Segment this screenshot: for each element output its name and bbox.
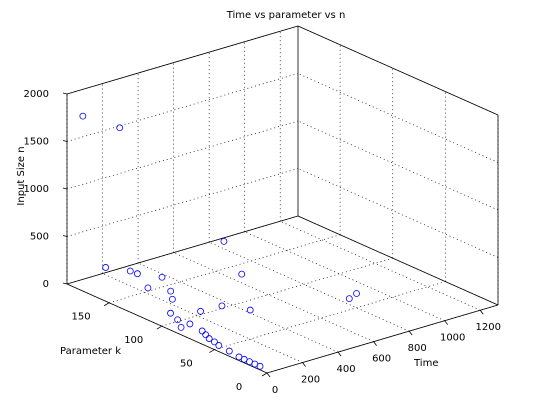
grid-line (297, 73, 499, 163)
z-tick-label: 500 (30, 232, 49, 243)
y-axis-label: Parameter k (60, 346, 121, 357)
x-tick-label: 1000 (440, 333, 465, 344)
data-point (79, 112, 87, 120)
data-point (238, 270, 246, 278)
data-point (215, 342, 223, 349)
x-tick-mark (373, 341, 377, 346)
grid-line (161, 257, 393, 327)
y-tick-label: 0 (236, 382, 242, 393)
x-tick-mark (408, 330, 413, 336)
z-tick-mark (62, 187, 68, 190)
z-tick-label: 0 (43, 279, 49, 290)
x-axis-ticks: 0 200 400 600 800 1000 1200 (266, 309, 501, 396)
x-axis-line (266, 304, 499, 374)
back-top-edge (66, 25, 299, 95)
y-tick-mark (261, 372, 268, 377)
grid-line (173, 252, 374, 342)
grid-line (297, 120, 499, 211)
data-point (168, 295, 176, 303)
data-point (205, 335, 213, 342)
x-tick-mark (302, 362, 306, 367)
data-point (174, 316, 181, 324)
axis-lines (66, 25, 499, 374)
data-point (246, 306, 254, 314)
data-point (167, 309, 174, 317)
z-tick-label: 1000 (24, 184, 49, 195)
data-point (220, 237, 228, 245)
scatter-points (79, 112, 360, 370)
x-tick-mark (266, 372, 271, 378)
z-tick-mark (62, 92, 68, 95)
y-tick-mark (209, 349, 215, 353)
data-point (211, 338, 218, 346)
x-tick-label: 600 (372, 354, 391, 365)
grid-line (66, 168, 299, 237)
right-top-edge (297, 25, 499, 116)
data-point (126, 267, 134, 275)
y-tick-mark (156, 325, 162, 330)
axes-box: 0 200 400 600 800 1000 1200 0 50 100 150 0 500 1000… (24, 25, 501, 396)
z-tick-mark (62, 235, 68, 237)
data-point (235, 353, 243, 361)
data-point (202, 331, 210, 339)
x-tick-mark (479, 309, 484, 315)
chart-title: Time vs parameter vs n (226, 10, 346, 21)
grid-line (109, 234, 341, 304)
data-point (167, 287, 175, 295)
y-tick-label: 50 (180, 359, 193, 370)
data-point (198, 327, 206, 335)
x-tick-label: 200 (301, 375, 320, 386)
data-point (116, 124, 124, 132)
grid-line (66, 120, 299, 190)
z-tick-label: 2000 (24, 89, 49, 100)
data-point (102, 264, 110, 271)
grid-line (214, 281, 446, 350)
data-point (218, 302, 226, 310)
z-tick-mark (62, 140, 68, 142)
grid-line (297, 168, 499, 258)
x-tick-mark (337, 351, 342, 357)
y-axis-line (66, 283, 268, 374)
y-tick-mark (103, 302, 110, 307)
z-tick-mark (62, 282, 68, 285)
grid-line (209, 241, 410, 332)
x-tick-label: 400 (337, 364, 356, 375)
x-tick-mark (444, 320, 449, 325)
floor-back-edge (66, 215, 299, 285)
x-tick-label: 1200 (476, 322, 501, 333)
grid-line (137, 262, 339, 353)
grid-line (280, 220, 481, 311)
grid-line (244, 231, 445, 322)
x-tick-label: 800 (408, 343, 427, 354)
data-point (186, 320, 194, 328)
y-tick-label: 150 (72, 312, 91, 323)
z-axis-ticks: 0 500 1000 1500 2000 (24, 89, 68, 290)
data-point (134, 270, 141, 278)
data-point (353, 290, 360, 297)
data-point (225, 347, 233, 355)
x-tick-label: 0 (272, 385, 278, 396)
y-tick-label: 100 (124, 335, 143, 346)
z-tick-label: 1500 (24, 137, 49, 148)
data-point (177, 323, 185, 331)
grid-line (66, 73, 299, 142)
data-point (158, 273, 166, 281)
x-axis-label: Time (413, 358, 438, 369)
grid-line (102, 273, 303, 363)
z-axis-label: Input Size n (16, 146, 27, 205)
data-point (144, 284, 152, 292)
floor-right-edge (297, 215, 499, 306)
y-axis-ticks: 0 50 100 150 (72, 302, 268, 393)
data-point (345, 295, 353, 303)
data-point (197, 307, 204, 315)
grid-lines (66, 25, 499, 374)
